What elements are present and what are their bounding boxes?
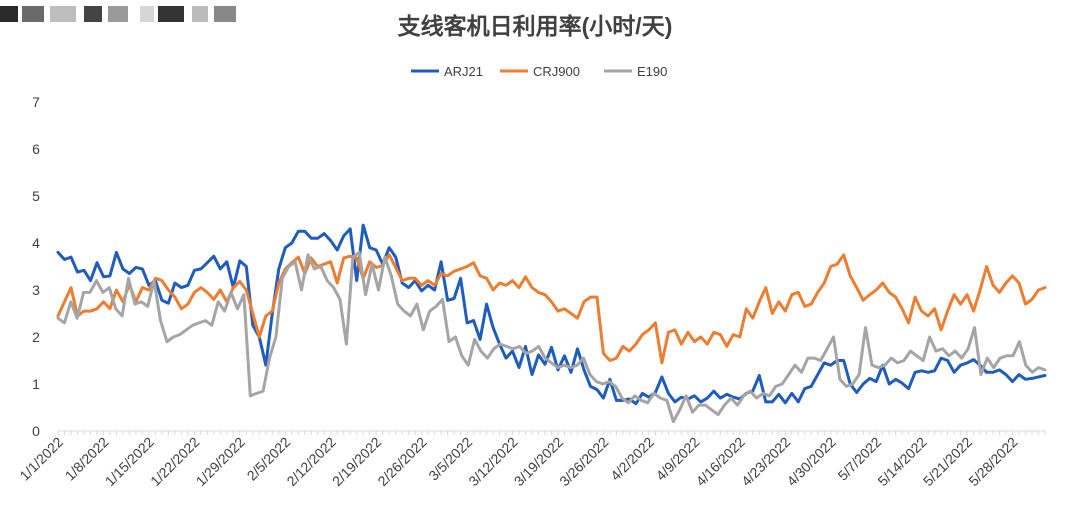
x-tick-label: 4/30/2022 xyxy=(783,434,839,490)
plot-area xyxy=(56,223,1047,424)
y-axis: 0 1 2 3 4 5 6 7 xyxy=(32,94,40,439)
x-tick-label: 2/26/2022 xyxy=(374,434,430,490)
x-axis: 1/1/20221/8/20221/15/20221/22/20221/29/2… xyxy=(16,430,1046,490)
y-tick-label: 5 xyxy=(32,188,40,204)
legend-label-arj21: ARJ21 xyxy=(444,64,483,79)
x-tick-label: 4/2/2022 xyxy=(607,434,657,484)
y-tick-label: 0 xyxy=(32,423,40,439)
x-tick-label: 3/26/2022 xyxy=(556,434,612,490)
blurred-header-text xyxy=(0,0,250,26)
y-tick-label: 3 xyxy=(32,282,40,298)
x-tick-label: 1/1/2022 xyxy=(16,434,66,484)
y-tick-label: 4 xyxy=(32,235,40,251)
chart-title: 支线客机日利用率(小时/天) xyxy=(397,13,673,39)
legend-label-e190: E190 xyxy=(637,64,667,79)
x-tick-label: 1/29/2022 xyxy=(193,434,249,490)
series-line-e190 xyxy=(56,250,1047,424)
series-line-arj21 xyxy=(56,223,1047,406)
legend: ARJ21 CRJ900 E190 xyxy=(411,64,667,79)
legend-label-crj900: CRJ900 xyxy=(533,64,580,79)
y-tick-label: 7 xyxy=(32,94,40,110)
y-tick-label: 1 xyxy=(32,376,40,392)
x-tick-label: 5/28/2022 xyxy=(965,434,1021,490)
y-tick-label: 6 xyxy=(32,141,40,157)
y-tick-label: 2 xyxy=(32,329,40,345)
series-line-crj900 xyxy=(56,253,1047,365)
